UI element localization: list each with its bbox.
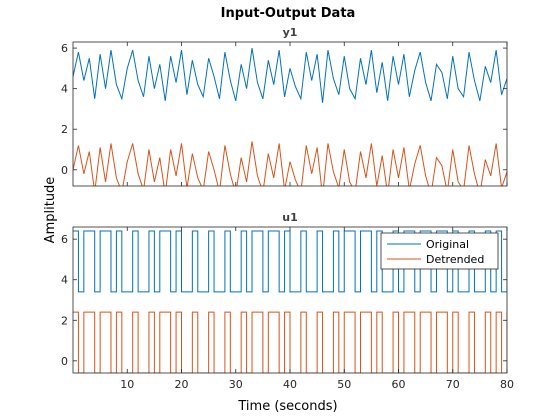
x-tick-label: 70 — [446, 378, 460, 391]
y-axis-label: Amplitude — [43, 177, 58, 244]
panel-title-u1: u1 — [282, 211, 298, 224]
y-tick-label: 2 — [61, 123, 68, 136]
panel-title-y1: y1 — [283, 26, 298, 39]
y-tick-label: 4 — [61, 83, 68, 96]
x-tick-label: 60 — [392, 378, 406, 391]
y-tick-label: 2 — [61, 314, 68, 327]
series-line-original-y1 — [73, 48, 507, 103]
x-tick-label: 10 — [120, 378, 134, 391]
x-tick-label: 40 — [283, 378, 297, 391]
y-tick-label: 0 — [61, 164, 68, 177]
plot-area-y1 — [73, 48, 507, 186]
legend-label-original: Original — [426, 238, 469, 251]
axes-frame-y1 — [72, 41, 508, 187]
panel-y1: y1 0 2 4 6 — [61, 26, 508, 187]
panel-u1: u1 0 2 4 6 10 20 30 40 50 60 70 80 Original Detrended — [61, 211, 514, 391]
series-line-original-u1 — [73, 230, 507, 293]
legend: Original Detrended — [380, 232, 499, 270]
legend-label-detrended: Detrended — [426, 253, 484, 266]
x-tick-label: 20 — [175, 378, 189, 391]
plot-area-u1 — [73, 230, 507, 373]
series-line-detrended-y1 — [73, 141, 507, 186]
legend-box — [380, 232, 499, 270]
x-tick-label: 30 — [229, 378, 243, 391]
y-tick-label: 0 — [61, 355, 68, 368]
x-tick-label: 80 — [500, 378, 514, 391]
series-line-detrended-u1 — [73, 311, 507, 373]
x-axis-label: Time (seconds) — [237, 399, 337, 414]
y-tick-label: 6 — [61, 42, 68, 55]
chart-title: Input-Output Data — [221, 6, 356, 21]
y-tick-label: 4 — [61, 274, 68, 287]
y-tick-label: 6 — [61, 233, 68, 246]
x-tick-label: 50 — [337, 378, 351, 391]
